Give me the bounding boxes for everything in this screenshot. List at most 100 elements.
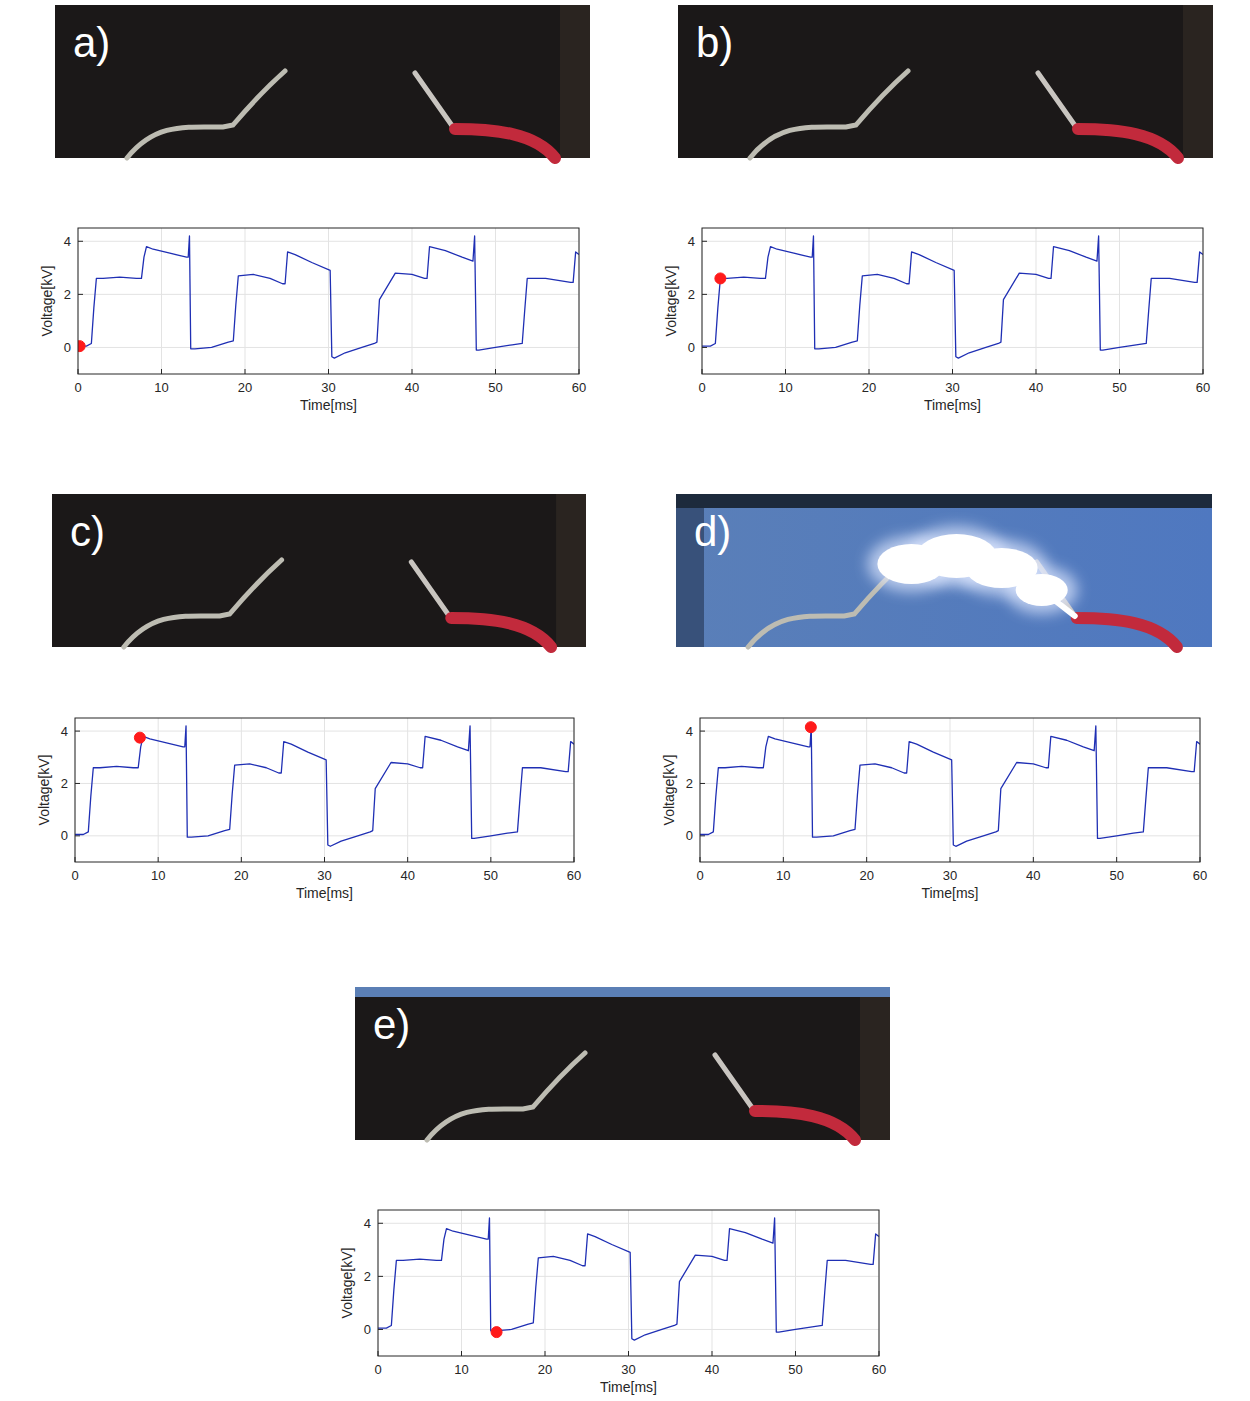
panel-label: b) (696, 19, 733, 66)
tick-label: 50 (488, 380, 502, 395)
tick (712, 1351, 713, 1356)
tick (378, 1329, 383, 1330)
photo-side (560, 5, 590, 158)
grid-line (407, 718, 408, 862)
plot-frame (75, 718, 574, 862)
plot-frame (378, 1210, 879, 1356)
panel: c)0102030405060024Time[ms]Voltage[kV] (36, 494, 586, 901)
tick-label: 60 (1196, 380, 1210, 395)
tick (700, 731, 705, 732)
grid-line (241, 718, 242, 862)
grid-line (700, 731, 1200, 732)
tick-label: 30 (943, 868, 957, 883)
grid-line (545, 1210, 546, 1356)
tick-label: 0 (74, 380, 81, 395)
tick-label: 2 (686, 776, 693, 791)
photo (355, 987, 890, 1140)
tick-label: 20 (862, 380, 876, 395)
grid-line (78, 347, 579, 348)
waveform (378, 1218, 879, 1340)
photo (55, 5, 590, 158)
tick-label: 20 (234, 868, 248, 883)
photo-background (52, 494, 586, 647)
tick-label: 0 (364, 1322, 371, 1337)
photo-side (860, 987, 890, 1140)
photo (52, 494, 586, 647)
x-axis-title: Time[ms] (296, 885, 353, 901)
grid-line (78, 294, 579, 295)
tick-label: 50 (1112, 380, 1126, 395)
red-cable (1078, 129, 1178, 158)
marker (715, 273, 726, 284)
red-cable (1077, 618, 1177, 647)
grid-line (700, 783, 1200, 784)
tick-label: 0 (698, 380, 705, 395)
tick-label: 60 (567, 868, 581, 883)
x-axis-title: Time[ms] (924, 397, 981, 413)
tick-label: 40 (405, 380, 419, 395)
right-electrode (715, 1055, 753, 1109)
tick-label: 20 (238, 380, 252, 395)
photo-top-band (676, 494, 1212, 508)
tick-label: 50 (484, 868, 498, 883)
tick (75, 835, 80, 836)
photo (676, 494, 1212, 647)
left-electrode (750, 71, 908, 158)
tick-label: 40 (705, 1362, 719, 1377)
waveform (702, 236, 1203, 358)
tick (75, 731, 80, 732)
waveform (75, 726, 574, 846)
photo (678, 5, 1213, 158)
tick (245, 369, 246, 374)
data-group (75, 726, 574, 846)
data-group (702, 236, 1203, 358)
tick (158, 857, 159, 862)
tick (75, 783, 80, 784)
grid-line (628, 1210, 629, 1356)
marker (805, 722, 816, 733)
tick (545, 1351, 546, 1356)
right-electrode (411, 562, 449, 616)
tick-label: 30 (621, 1362, 635, 1377)
tick-label: 0 (686, 828, 693, 843)
photo-top-strip (355, 987, 890, 997)
x-axis-title: Time[ms] (921, 885, 978, 901)
tick-label: 50 (1109, 868, 1123, 883)
grid-line (702, 241, 1203, 242)
tick-label: 0 (374, 1362, 381, 1377)
tick-label: 10 (778, 380, 792, 395)
left-electrode (124, 560, 282, 647)
photo-background (55, 5, 590, 158)
grid-line (795, 1210, 796, 1356)
marker (78, 341, 85, 352)
tick-label: 4 (61, 724, 68, 739)
y-axis-title: Voltage[kV] (661, 755, 677, 826)
tick (78, 241, 83, 242)
tick (378, 1276, 383, 1277)
grid-line (785, 228, 786, 374)
tick (795, 1351, 796, 1356)
panel-label: c) (70, 508, 105, 555)
y-axis-title: Voltage[kV] (339, 1248, 355, 1319)
grid-line (412, 228, 413, 374)
tick (866, 857, 867, 862)
grid-line (324, 718, 325, 862)
tick (785, 369, 786, 374)
photo-background (676, 494, 1212, 647)
tick-label: 2 (61, 776, 68, 791)
left-electrode (127, 71, 285, 158)
grid-line (702, 347, 1203, 348)
tick (783, 857, 784, 862)
tick-label: 0 (61, 828, 68, 843)
tick (495, 369, 496, 374)
tick-label: 10 (454, 1362, 468, 1377)
red-cable (755, 1111, 855, 1140)
panel: a)0102030405060024Time[ms]Voltage[kV] (39, 5, 590, 413)
grid-line (1116, 718, 1117, 862)
tick (702, 294, 707, 295)
tick (1119, 369, 1120, 374)
plot-frame (78, 228, 579, 374)
tick (628, 1351, 629, 1356)
grid-line (869, 228, 870, 374)
plot-area (702, 228, 1203, 374)
